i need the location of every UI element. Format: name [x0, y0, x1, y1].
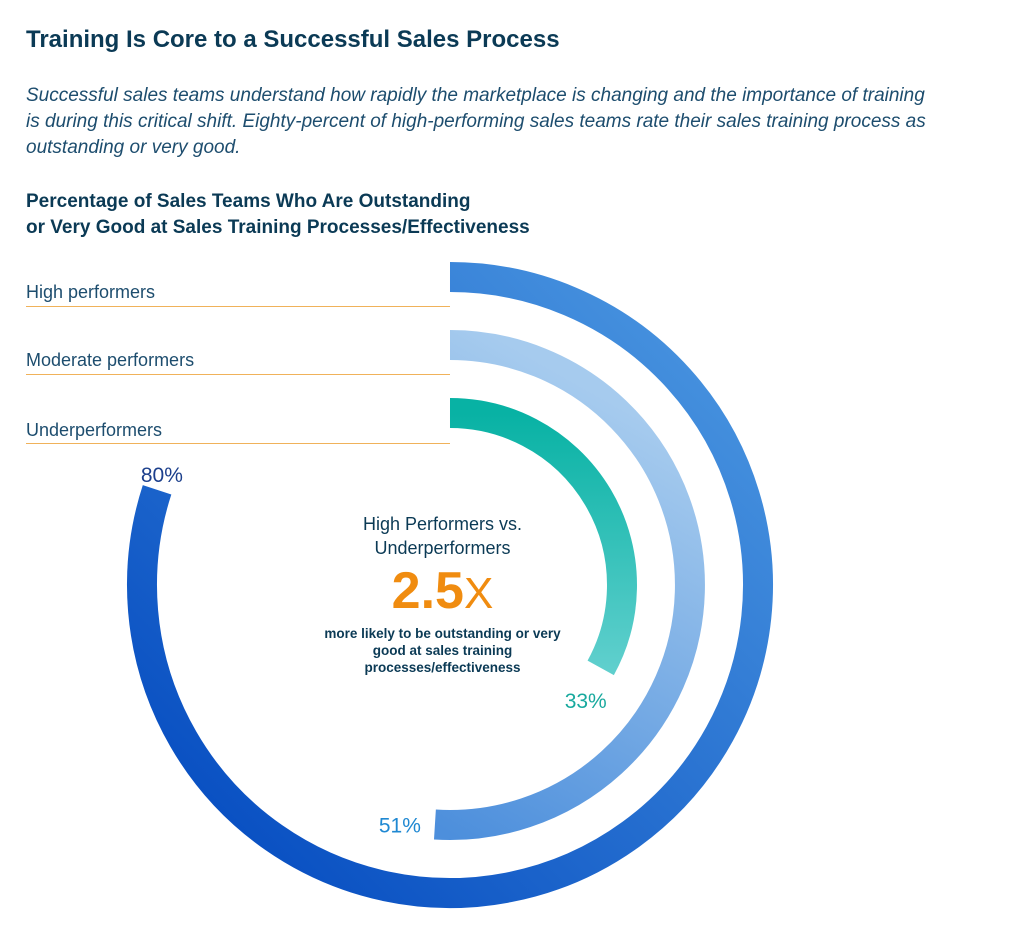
row-line-moderate-performers: [26, 374, 450, 375]
intro-paragraph: Successful sales teams understand how ra…: [26, 85, 926, 158]
callout-heading: High Performers vs. Underperformers: [362, 514, 523, 558]
center-callout: High Performers vs. Underperformers 2.5X…: [320, 512, 565, 676]
arc-moderate-performers: [434, 330, 705, 840]
arc-underperformers: [449, 398, 637, 676]
value-label-moderate-performers: 51%: [379, 815, 421, 838]
row-label-underperformers: Underperformers: [26, 420, 163, 440]
row-label-high-performers: High performers: [26, 282, 156, 302]
arc-high-performers: [127, 262, 773, 908]
row-line-high-performers: [26, 306, 450, 307]
row-line-underperformers: [26, 443, 450, 444]
chart-title-line-2: or Very Good at Sales Training Processes…: [26, 217, 530, 238]
chart-title-line-1: Percentage of Sales Teams Who Are Outsta…: [26, 191, 471, 212]
callout-description: more likely to be outstanding or very go…: [324, 626, 561, 675]
chart-title: Percentage of Sales Teams Who Are Outsta…: [26, 189, 530, 241]
value-label-underperformers: 33%: [565, 690, 607, 713]
callout-multiplier-value: 2.5: [391, 562, 464, 620]
row-label-moderate-performers: Moderate performers: [26, 350, 195, 370]
callout-multiplier: 2.5X: [320, 562, 565, 623]
callout-multiplier-suffix: X: [463, 569, 494, 618]
value-label-high-performers: 80%: [141, 464, 183, 487]
page-title: Training Is Core to a Successful Sales P…: [26, 26, 560, 53]
